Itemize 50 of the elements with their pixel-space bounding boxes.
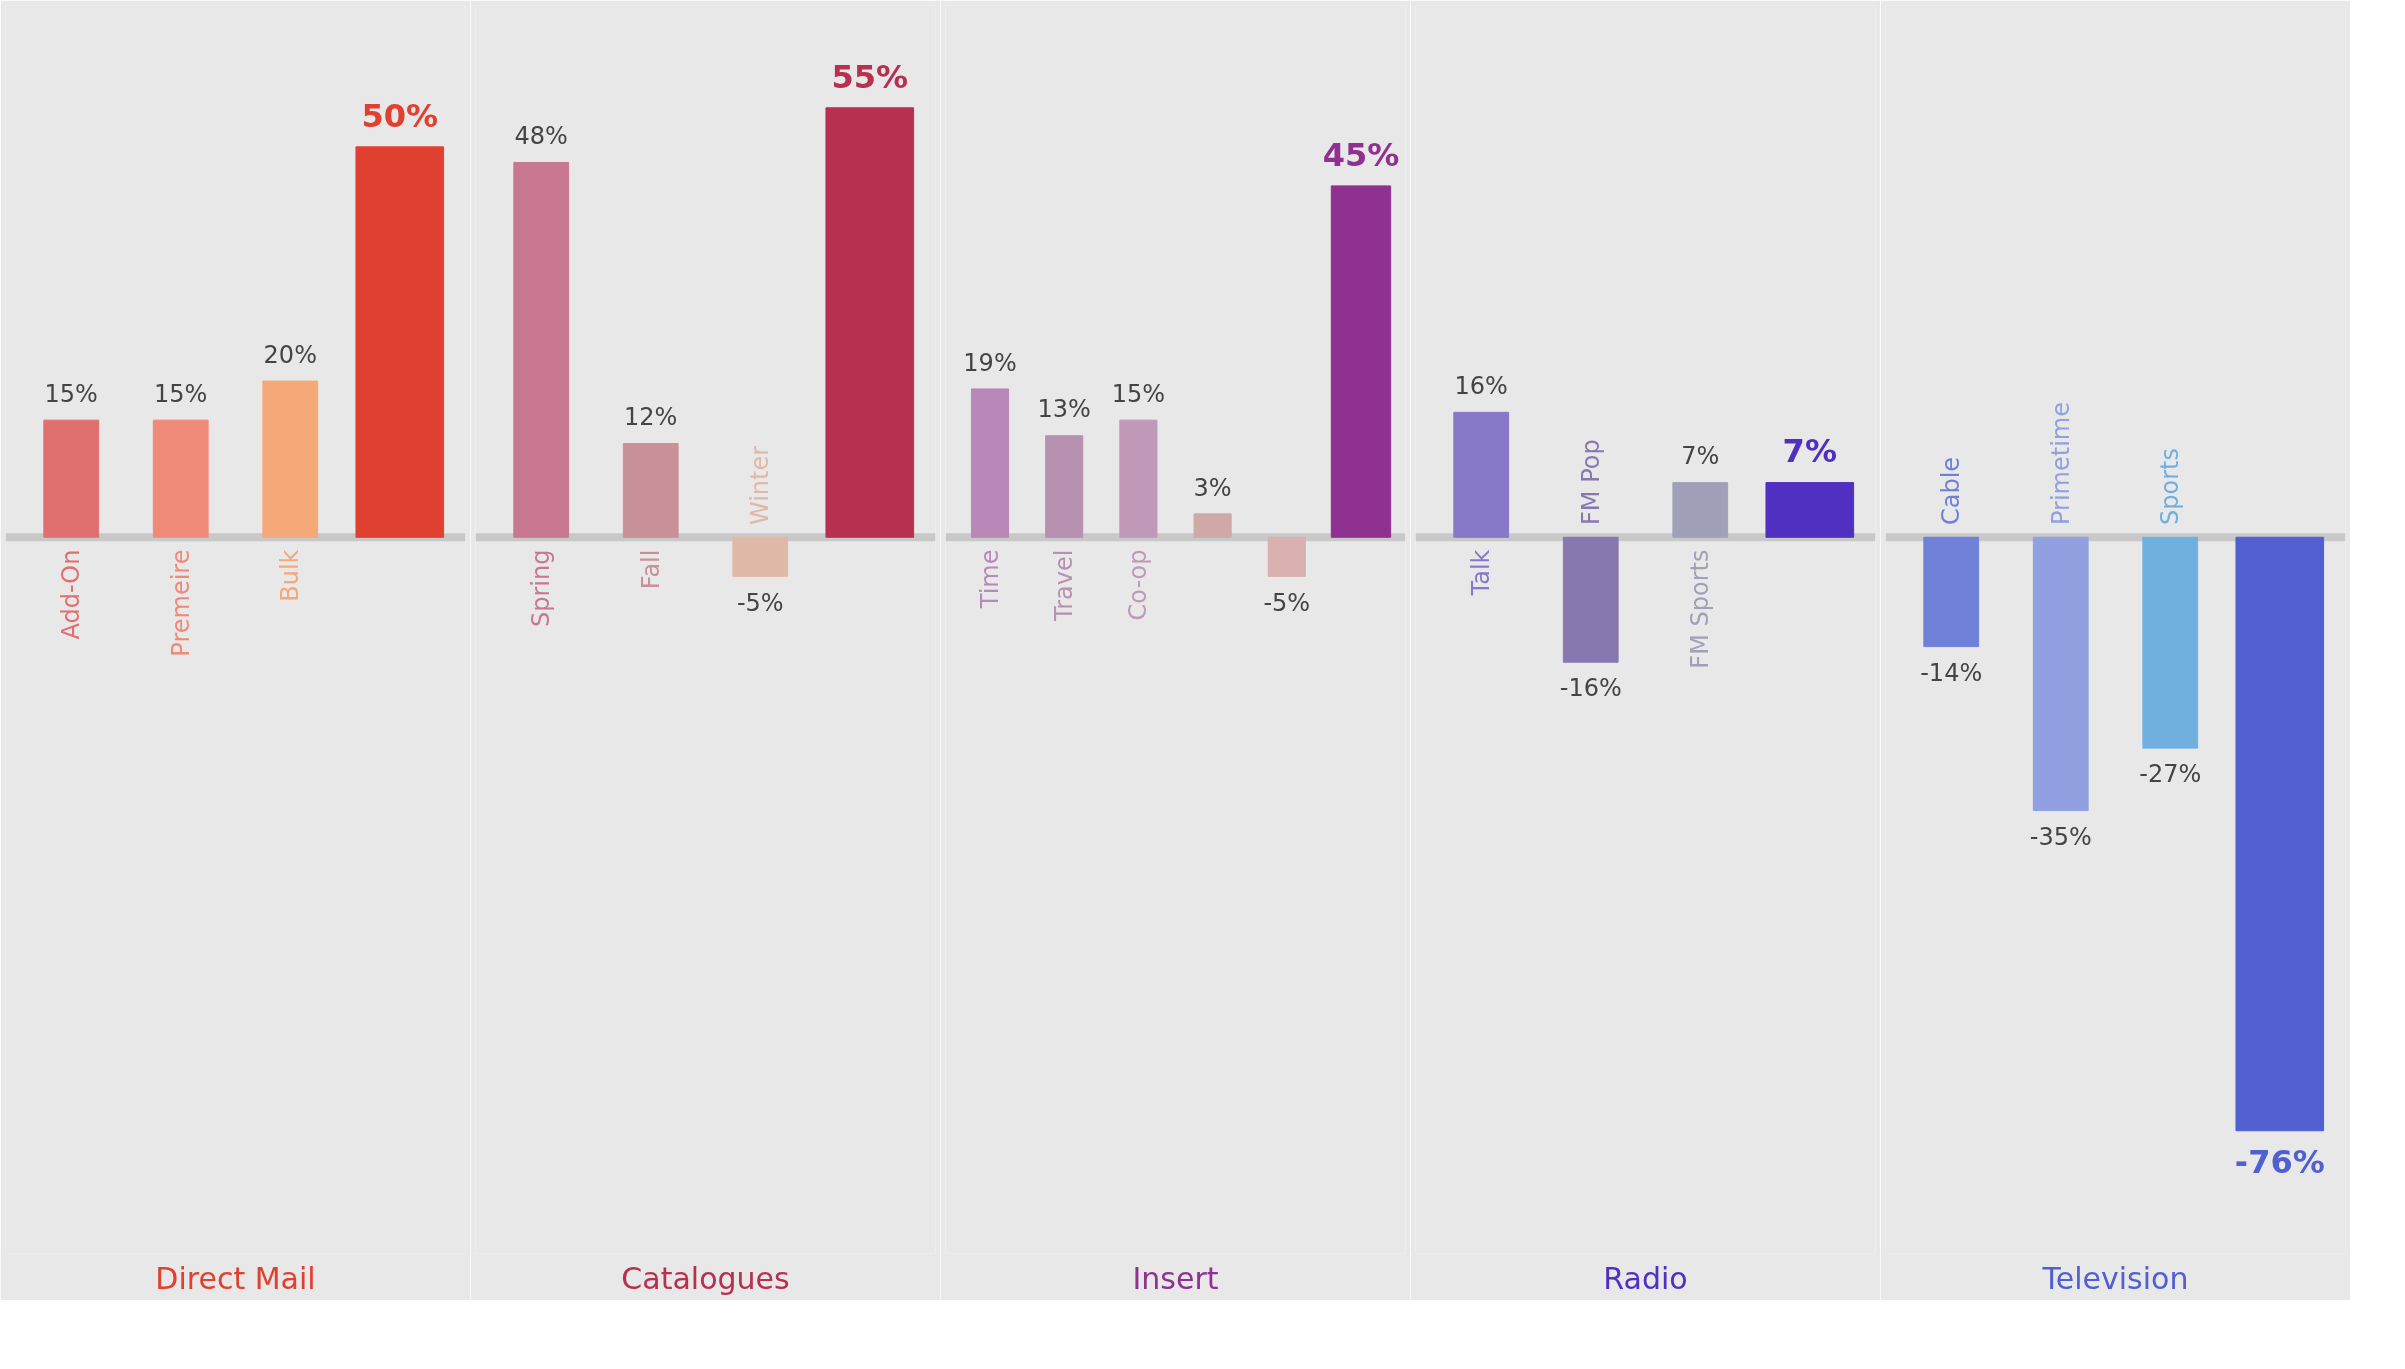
bar xyxy=(1045,435,1084,538)
x-tick-label: FM Sports xyxy=(1686,549,1715,669)
x-tick-label: Spring xyxy=(527,549,556,627)
data-label: 15% xyxy=(1111,379,1166,408)
bar xyxy=(1119,419,1158,538)
text: Insert xyxy=(1132,1260,1219,1296)
text: Radio xyxy=(1603,1260,1688,1296)
bar xyxy=(513,161,570,538)
data-label: 45% xyxy=(1322,135,1400,174)
data-label: -35% xyxy=(2029,822,2092,851)
x-tick-label: Co-op xyxy=(1124,549,1153,621)
bar xyxy=(732,536,789,577)
x-tick-label: Sports xyxy=(2156,448,2185,525)
x-tick-label: Cable xyxy=(1937,456,1966,525)
bar xyxy=(1267,536,1306,577)
x-tick-label: Time xyxy=(976,549,1005,610)
data-label: 19% xyxy=(963,348,1017,377)
data-label: 15% xyxy=(44,379,98,408)
data-label: 7% xyxy=(1681,442,1720,471)
data-label: 13% xyxy=(1037,395,1091,424)
x-tick-label: Fall xyxy=(636,549,665,590)
data-label: 50% xyxy=(361,96,439,135)
data-label: 48% xyxy=(514,122,568,151)
text: Catalogues xyxy=(621,1260,790,1296)
data-label: -5% xyxy=(736,588,784,617)
data-label: 55% xyxy=(831,57,909,96)
data-label: 15% xyxy=(154,379,208,408)
text: Television xyxy=(2041,1260,2189,1296)
data-label: -5% xyxy=(1263,588,1311,617)
x-tick-label: Talk xyxy=(1467,549,1496,597)
x-tick-label: FM Pop xyxy=(1576,439,1605,525)
data-label: -16% xyxy=(1559,674,1622,703)
x-tick-label: Primetime xyxy=(2046,402,2075,525)
x-tick-label: Bulk xyxy=(276,549,305,602)
bar xyxy=(970,388,1010,538)
data-label: -14% xyxy=(1920,658,1983,687)
x-tick-label: Add-On xyxy=(57,549,86,640)
text: Direct Mail xyxy=(155,1260,316,1296)
data-label: 7% xyxy=(1782,432,1837,471)
data-label: -76% xyxy=(2234,1143,2325,1182)
x-tick-label: Winter xyxy=(746,445,775,525)
data-label: 16% xyxy=(1454,372,1508,401)
bar xyxy=(1193,513,1232,538)
data-label: 20% xyxy=(263,340,317,369)
data-label: 12% xyxy=(624,403,678,432)
data-label: -27% xyxy=(2139,760,2202,789)
x-tick-label: Premeire xyxy=(166,549,195,657)
data-label: 3% xyxy=(1193,473,1232,502)
bar xyxy=(622,443,679,538)
x-tick-label: Travel xyxy=(1050,549,1079,622)
